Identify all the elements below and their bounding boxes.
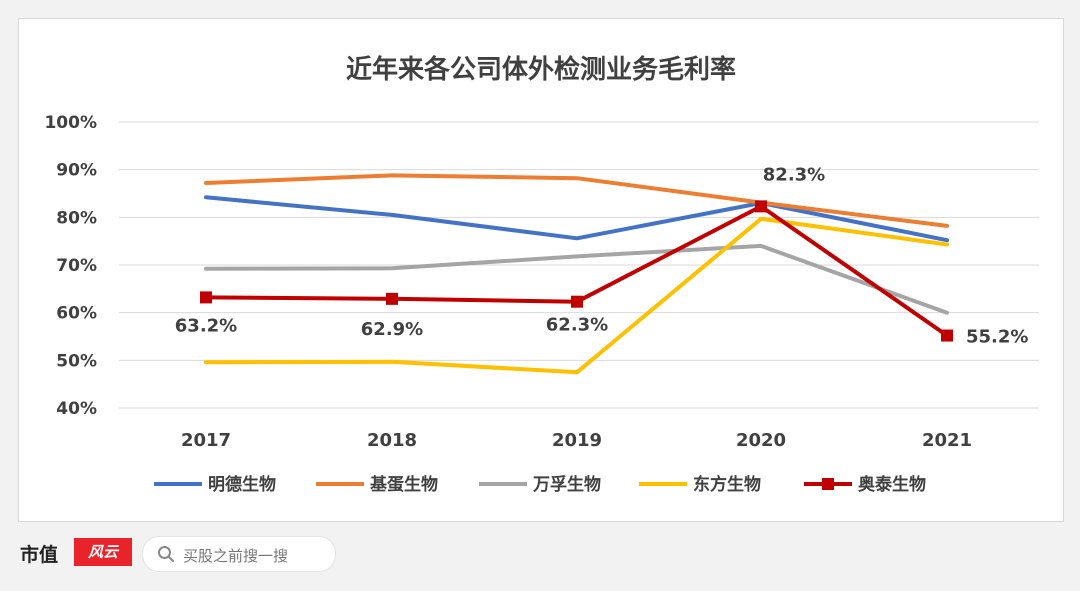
series-marker: [571, 295, 583, 308]
legend-label: 东方生物: [693, 474, 761, 495]
y-tick-label: 80%: [56, 208, 97, 228]
series-lines: [200, 173, 953, 375]
data-labels: 63.2% 62.9% 62.3% 82.3% 55.2%: [175, 164, 1029, 347]
x-tick-label: 2019: [552, 430, 602, 451]
brand-logo-mark: 风云: [74, 538, 132, 566]
x-tick-label: 2020: [736, 430, 786, 451]
chart-title: 近年来各公司体外检测业务毛利率: [346, 54, 736, 85]
legend: 明德生物 基蛋生物 万孚生物 东方生物 奥泰生物: [154, 474, 926, 495]
line-chart: 近年来各公司体外检测业务毛利率 100% 90% 80% 70% 60% 50% 40% 2…: [44, 54, 1039, 495]
legend-marker: [822, 478, 834, 490]
x-tick-label: 2017: [181, 430, 231, 451]
y-tick-label: 90%: [56, 161, 97, 181]
search-box[interactable]: 买股之前搜一搜: [142, 536, 336, 572]
x-tick-label: 2018: [367, 430, 417, 451]
series-marker: [755, 200, 767, 213]
series-line-3: [204, 216, 949, 375]
y-tick-label: 50%: [56, 351, 97, 371]
legend-label: 明德生物: [208, 474, 276, 495]
data-label: 62.3%: [546, 315, 608, 336]
series-line-2: [204, 243, 949, 315]
chart-card: 近年来各公司体外检测业务毛利率 100% 90% 80% 70% 60% 50% 40% 2…: [18, 18, 1064, 522]
series-marker: [200, 291, 212, 304]
y-tick-label: 40%: [56, 399, 97, 419]
x-axis-ticks: 2017 2018 2019 2020 2021: [181, 430, 972, 451]
legend-label: 万孚生物: [532, 474, 601, 495]
y-axis-ticks: 100% 90% 80% 70% 60% 50% 40%: [44, 113, 97, 419]
legend-label: 奥泰生物: [858, 474, 926, 495]
data-label: 63.2%: [175, 315, 237, 336]
gridlines: [119, 121, 1039, 409]
series-line-0: [204, 195, 949, 243]
data-label: 55.2%: [966, 327, 1028, 348]
search-icon: [158, 546, 174, 562]
data-label: 62.9%: [361, 319, 423, 340]
search-placeholder: 买股之前搜一搜: [183, 547, 289, 565]
y-tick-label: 60%: [56, 304, 97, 324]
series-line-1: [204, 173, 949, 228]
series-marker: [386, 292, 398, 305]
footer-bar: 市值 风云 买股之前搜一搜: [0, 524, 1080, 591]
y-tick-label: 70%: [56, 256, 97, 276]
y-tick-label: 100%: [44, 113, 97, 133]
series-marker: [941, 329, 953, 342]
x-tick-label: 2021: [922, 430, 972, 451]
brand-logo-text: 市值: [20, 544, 59, 566]
legend-label: 基蛋生物: [369, 474, 438, 495]
data-label: 82.3%: [763, 164, 825, 185]
